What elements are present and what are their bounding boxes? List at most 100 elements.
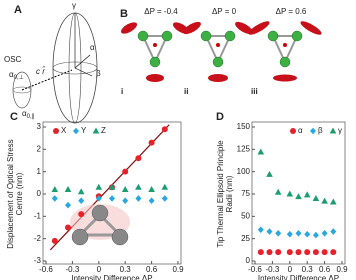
y-tick-label: 1 [37,167,42,176]
point [266,228,273,235]
roman-label: ii [184,87,188,96]
axis-label: α [90,43,95,52]
x-tick-label: 0.3 [302,265,314,274]
legend-marker [310,127,316,135]
atom [161,30,173,42]
y-tick-label: 2 [37,144,42,153]
y-tick-label: 0 [246,256,251,265]
panel-letter: D [216,111,224,123]
legend-label: γ [338,126,342,135]
point [274,188,282,195]
axis-label: γ [72,1,76,10]
point [148,197,155,204]
panel-letter: A [14,4,22,16]
atom [137,30,149,42]
delta-label: ΔP = 0.6 [276,7,307,16]
plot-frame [42,121,182,265]
atom [267,30,279,42]
molecule-frame [271,35,299,65]
molecule-frame [141,35,169,65]
legend-label: X [61,126,67,135]
y-tick-label: -2 [34,234,42,243]
point [51,237,58,244]
atom [149,56,161,68]
point [257,148,265,155]
x-tick-label: 0 [288,265,293,274]
point [122,168,129,175]
point [295,193,302,200]
legend-marker [73,127,79,135]
tip-ellipsoid [273,74,297,82]
axis-label: β [96,69,101,78]
point [295,249,302,256]
point [275,249,282,256]
roman-label: iii [251,87,258,96]
point [321,249,328,256]
osc-axis-label: α0,⊥ [9,70,24,80]
point [161,126,168,133]
legend-label: Z [101,126,106,135]
tip-ellipsoid [208,74,228,82]
panel-letter: C [10,111,18,123]
point [148,139,155,146]
legend-label: Y [81,126,87,135]
point [109,195,115,202]
point [303,191,311,198]
axis-line [74,54,91,69]
center [216,43,220,47]
delta-label: ΔP = 0 [212,7,237,16]
tip-ellipsoid [146,74,164,82]
inset-atom [71,228,89,246]
point [257,249,264,256]
point [135,195,142,202]
point [135,155,142,162]
offset-line [21,69,73,91]
point [257,226,264,234]
y-axis-label: Radii (nm) [225,175,234,212]
center [283,43,287,47]
x-tick-label: -0.6 [39,265,53,274]
point [95,195,102,202]
x-tick-label: -0.6 [248,265,262,274]
inset-frame [76,212,124,237]
y-tick-label: 50 [241,211,250,220]
y-tick-label: 150 [237,122,251,131]
legend-marker [92,127,100,134]
point [312,231,319,239]
point [77,188,85,195]
center [153,43,157,47]
legend-label: β [318,126,323,135]
point [51,195,58,202]
point [275,230,282,237]
y-tick-label: 3 [37,122,42,131]
y-axis-label: Tip Thermal Ellipsoid Principle [216,140,225,248]
point [108,183,116,190]
osc-axis-label: α0,∥ [22,109,35,119]
point [266,170,273,177]
point [295,230,302,237]
tip-ellipsoid [120,22,138,34]
tip-ellipsoid [183,21,201,35]
point [148,186,155,193]
legend-marker [290,128,296,134]
y-axis-label: Centre (nm) [15,172,24,215]
inset-atom [91,204,109,222]
y-axis-label: Displacement of Optical Stress [6,139,15,248]
atom [291,30,303,42]
point [135,183,142,190]
osc-ring [12,86,32,94]
point [65,224,71,231]
atom [224,30,236,42]
point [65,201,71,209]
point [330,228,337,235]
point [78,211,85,218]
point [266,249,273,256]
y-tick-label: -3 [34,256,42,265]
point [321,197,328,204]
point [330,249,337,256]
point [161,183,169,190]
y-tick-label: -1 [34,211,42,220]
point [78,197,85,204]
